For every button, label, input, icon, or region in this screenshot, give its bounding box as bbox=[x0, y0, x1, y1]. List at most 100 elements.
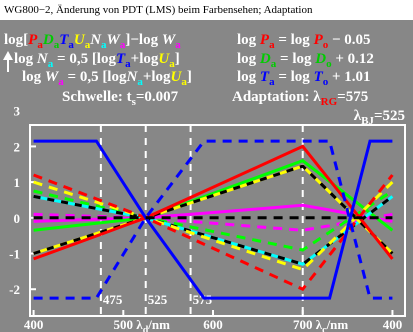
x-tick-label: 700 bbox=[293, 317, 313, 332]
plot-frame bbox=[29, 124, 406, 317]
label-part: T bbox=[260, 69, 270, 85]
series-line bbox=[33, 173, 394, 292]
label-part: P bbox=[314, 32, 324, 48]
label-part: a bbox=[181, 76, 187, 88]
label-part: +log bbox=[143, 69, 171, 85]
label-part: = 0,5 [log bbox=[64, 69, 127, 85]
series-line bbox=[33, 144, 394, 261]
label-part: a bbox=[125, 58, 131, 70]
label-part: Schwelle: t bbox=[62, 89, 132, 105]
label-part: a bbox=[269, 39, 275, 51]
y-tick-label: 1 bbox=[14, 175, 21, 190]
label: log Na = 0,5 [logTa+logUa] bbox=[14, 51, 180, 70]
label-part: /nm bbox=[147, 317, 170, 332]
label-part: U bbox=[158, 51, 170, 67]
label-part: = log bbox=[275, 69, 314, 85]
label-part: D bbox=[314, 51, 326, 67]
reference-label: 575 bbox=[193, 292, 213, 307]
label: λc/nm bbox=[316, 317, 349, 332]
label: Schwelle: ts=0.007 bbox=[62, 89, 179, 108]
x-tick-label: 400 bbox=[24, 317, 44, 332]
y-tick-label: 2 bbox=[14, 139, 21, 154]
label-part: a bbox=[85, 39, 91, 51]
label-part: a bbox=[54, 39, 60, 51]
y-tick-label: -1 bbox=[9, 247, 20, 262]
label-part: λ bbox=[316, 317, 323, 332]
series-line bbox=[33, 159, 394, 232]
label-part: T bbox=[59, 32, 69, 48]
label-part: U bbox=[171, 69, 183, 85]
x-tick-label: 400 bbox=[383, 317, 403, 332]
y-tick-label: 0 bbox=[14, 211, 21, 226]
label-part: N bbox=[125, 69, 138, 85]
label-part: T bbox=[314, 69, 324, 85]
series-line bbox=[33, 180, 394, 272]
label-part: + 1.01 bbox=[328, 69, 370, 85]
label-part: D bbox=[259, 51, 271, 67]
label-part: log bbox=[237, 32, 260, 48]
label-part: D bbox=[42, 32, 54, 48]
label-part: log bbox=[14, 51, 37, 67]
label-part: N bbox=[36, 51, 49, 67]
series-line bbox=[33, 189, 394, 252]
label-part: a bbox=[58, 76, 64, 88]
label-part: = log bbox=[275, 32, 314, 48]
x-tick-label: 600 bbox=[203, 317, 223, 332]
label-part: W bbox=[162, 32, 177, 48]
series-line bbox=[33, 139, 393, 300]
label-part: a bbox=[48, 58, 54, 70]
label-part: ] bbox=[187, 69, 192, 85]
label-part: a bbox=[175, 39, 181, 51]
reference-label: 525 bbox=[148, 292, 168, 307]
label-part: a bbox=[137, 76, 143, 88]
reference-label: 475 bbox=[103, 292, 123, 307]
label-part: RG bbox=[321, 96, 338, 108]
label-part: a bbox=[169, 58, 175, 70]
label-part: o bbox=[326, 58, 332, 70]
label-part: log bbox=[22, 69, 45, 85]
label-part: N bbox=[89, 32, 102, 48]
label-part: =0.007 bbox=[136, 89, 179, 105]
arrow-head bbox=[3, 51, 13, 60]
label: log Wa = 0,5 [logNa+logUa] bbox=[22, 69, 192, 88]
label: λd/nm bbox=[136, 317, 170, 332]
label-part: λ bbox=[354, 108, 362, 124]
label-part: W bbox=[45, 69, 60, 85]
label-part: a bbox=[120, 39, 126, 51]
y-tick-label: -2 bbox=[9, 282, 20, 297]
label-part: a bbox=[101, 39, 107, 51]
label-part: W bbox=[107, 32, 122, 48]
label-part: = log bbox=[276, 51, 315, 67]
label-part: + 0.12 bbox=[332, 51, 374, 67]
label-part: P bbox=[28, 32, 38, 48]
label-part: =575 bbox=[337, 89, 368, 105]
label-part: =525 bbox=[374, 108, 405, 124]
y-tick-label: 3 bbox=[14, 104, 21, 119]
label-part: /nm bbox=[326, 317, 349, 332]
label-part: ] bbox=[175, 51, 180, 67]
label-part: c bbox=[322, 325, 327, 332]
label-part: o bbox=[323, 39, 329, 51]
arrow bbox=[3, 51, 13, 72]
label-part: log bbox=[237, 69, 260, 85]
label-part: T bbox=[116, 51, 126, 67]
label: log Pa = log Po − 0.05 bbox=[237, 32, 371, 51]
label-part: P bbox=[260, 32, 270, 48]
label: log[PaDaTaUaNaWa]−log Wa bbox=[4, 32, 181, 51]
label-part: − 0.05 bbox=[328, 32, 370, 48]
label-part: U bbox=[74, 32, 86, 48]
label: λBJ=525 bbox=[354, 108, 405, 127]
label-part: +log bbox=[131, 51, 159, 67]
label-part: λ bbox=[136, 317, 143, 332]
chart-title: WG800−2, Änderung von PDT (LMS) beim Far… bbox=[4, 4, 313, 16]
panel-background bbox=[0, 20, 413, 332]
label-part: Adaptation: λ bbox=[232, 89, 321, 105]
label-part: log[ bbox=[4, 32, 28, 48]
label-part: s bbox=[132, 96, 137, 108]
series-line bbox=[33, 139, 393, 300]
label: log Ta = log To + 1.01 bbox=[237, 69, 371, 88]
label-part: = 0,5 [log bbox=[53, 51, 116, 67]
label-part: a bbox=[271, 58, 277, 70]
label-part: ]−log bbox=[125, 32, 161, 48]
